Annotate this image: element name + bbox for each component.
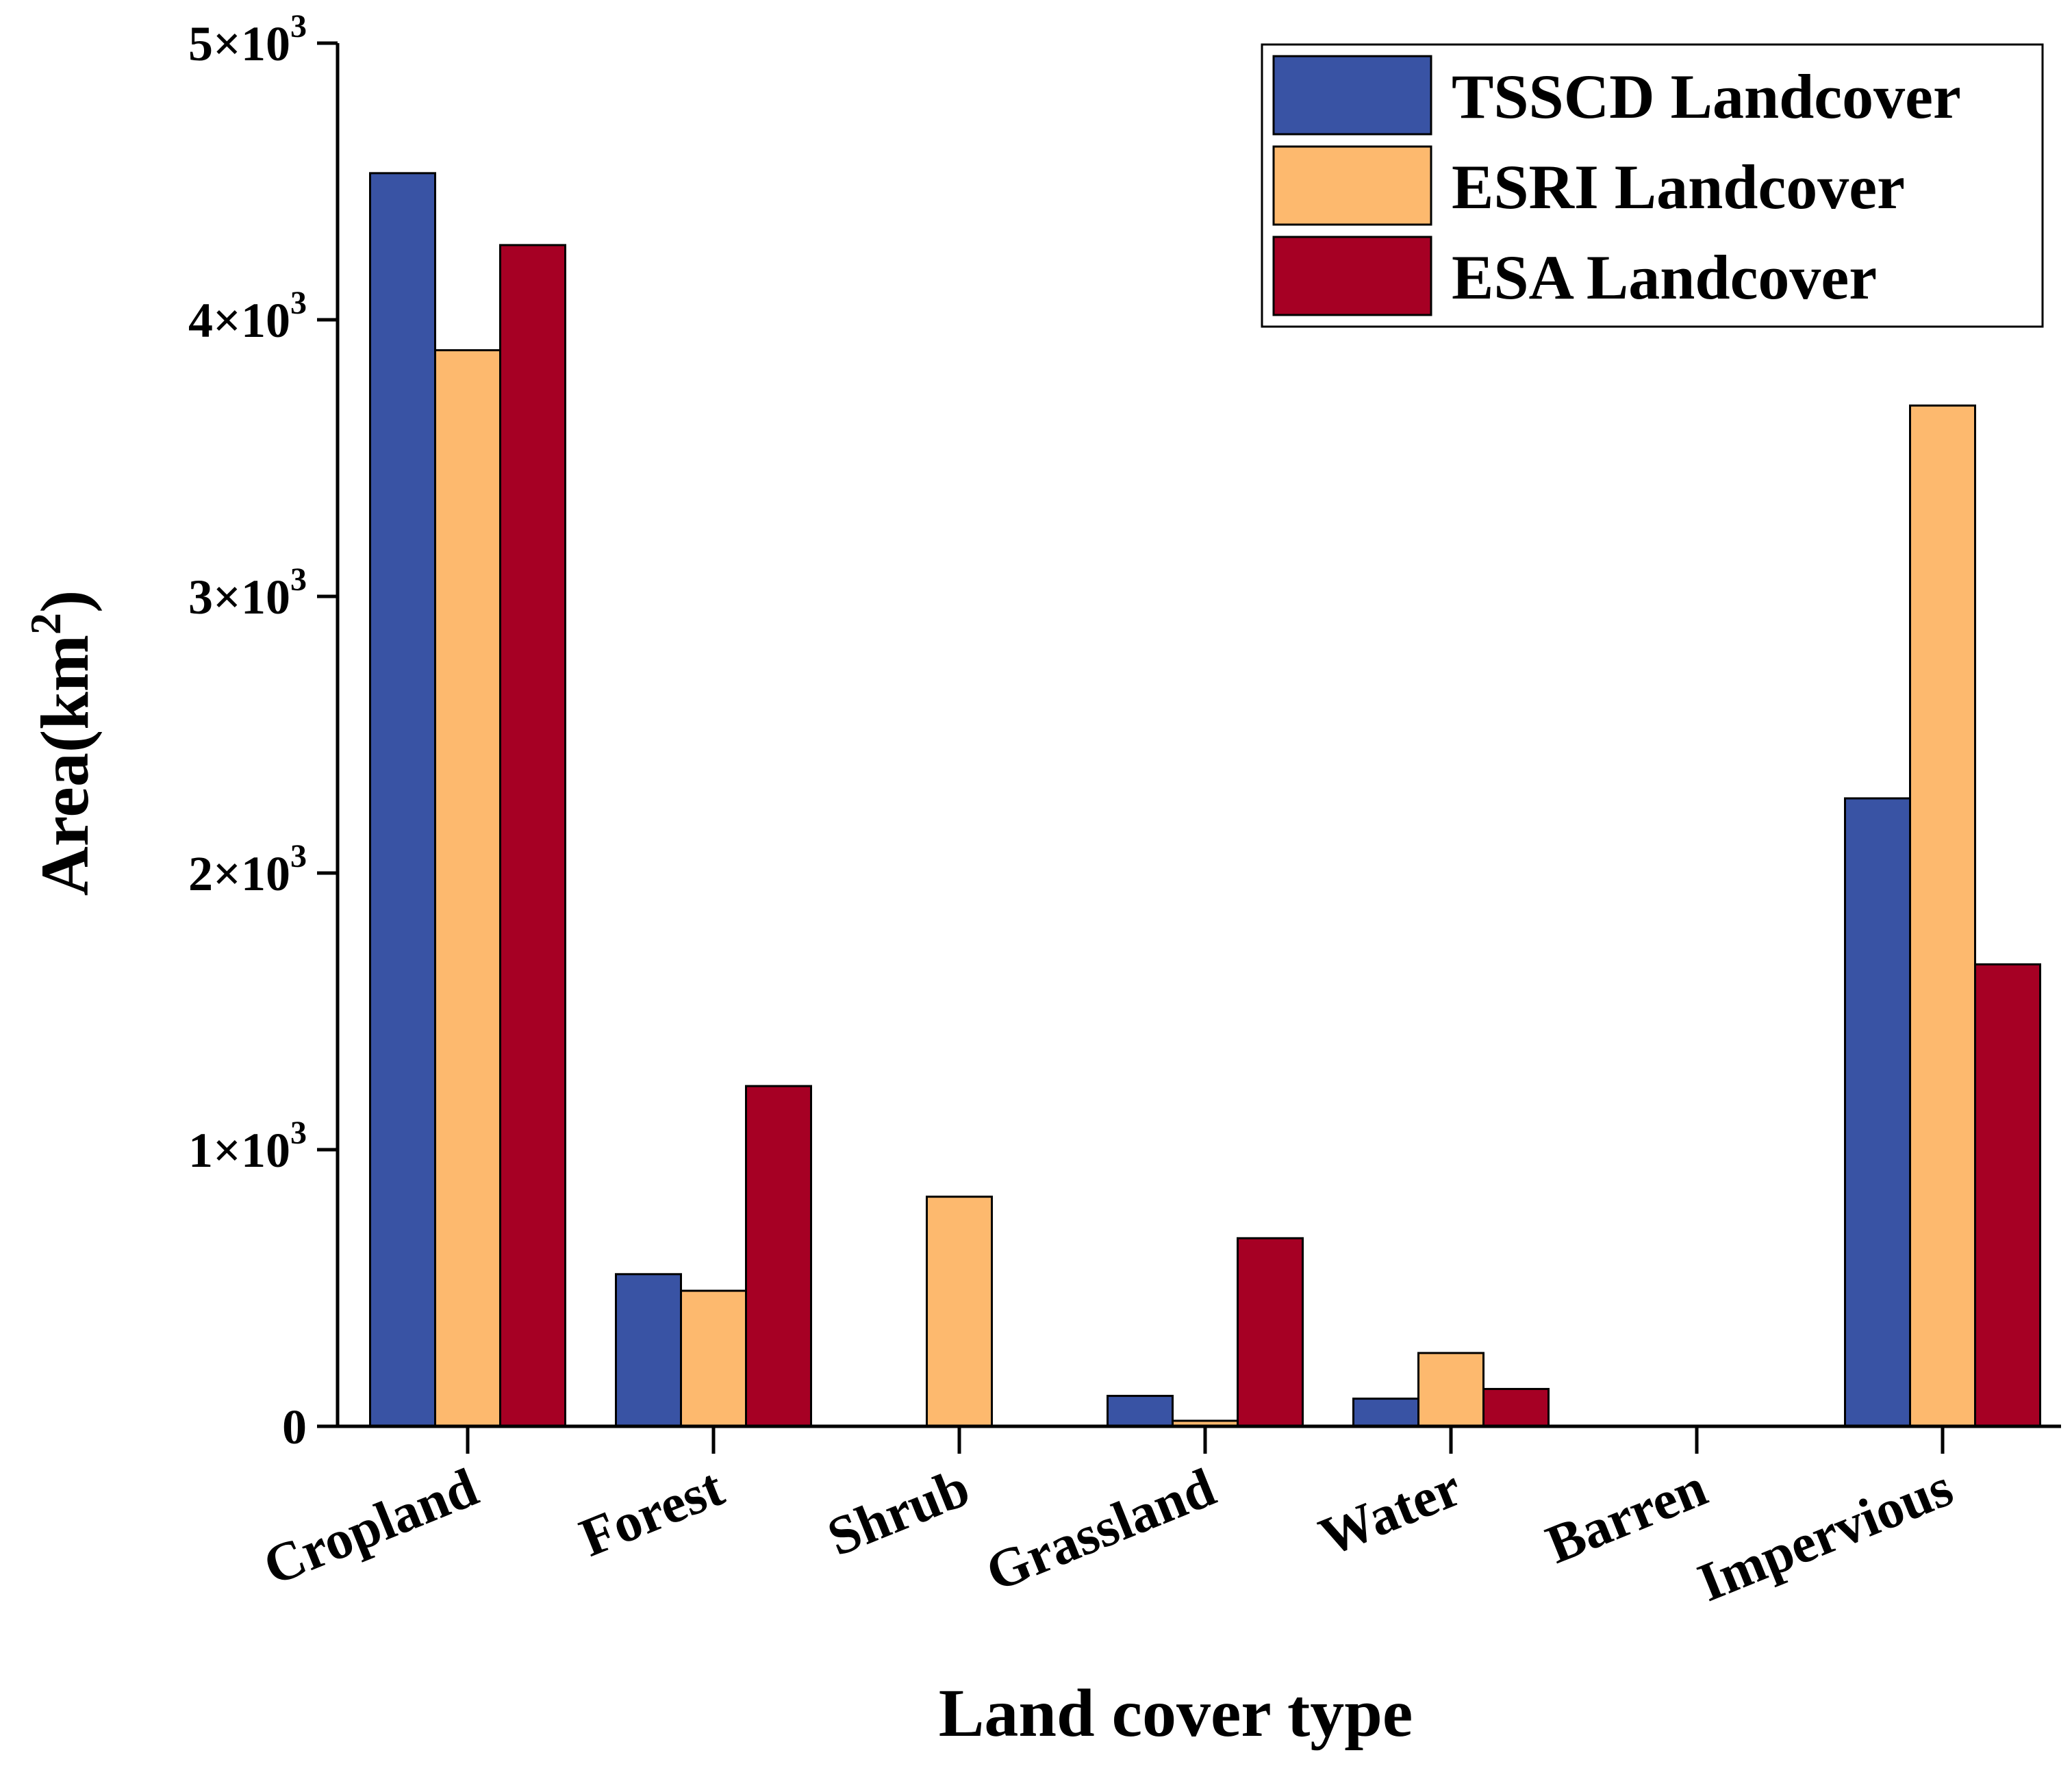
y-tick-label: 4×103 — [188, 285, 307, 348]
bar-water-esa — [1482, 1387, 1550, 1428]
legend-label-tsscd: TSSCD Landcover — [1452, 62, 1961, 131]
bar-water-esri — [1417, 1352, 1484, 1428]
bar-forest-esri — [680, 1289, 747, 1428]
y-tick-label: 2×103 — [188, 838, 307, 901]
bar-impervious-esa — [1974, 963, 2041, 1428]
y-tick-label: 1×103 — [188, 1115, 307, 1178]
x-tick-label-forest: Forest — [572, 1457, 732, 1569]
x-tick-label-barren: Barren — [1539, 1457, 1715, 1576]
x-tick-label-grassland: Grassland — [978, 1457, 1224, 1603]
y-axis-title: Area(km2) — [21, 590, 103, 896]
bar-shrub-esri — [926, 1196, 993, 1428]
x-tick-label-shrub: Shrub — [820, 1457, 978, 1568]
bar-impervious-esri — [1909, 404, 1976, 1428]
bar-water-tsscd — [1352, 1398, 1419, 1428]
bars-layer — [369, 172, 2041, 1428]
y-tick-label: 5×103 — [188, 8, 307, 71]
legend-label-esa: ESA Landcover — [1452, 242, 1877, 312]
y-tick-label: 3×103 — [188, 561, 307, 624]
x-tick-label-water: Water — [1311, 1457, 1469, 1567]
bar-impervious-tsscd — [1844, 797, 1911, 1428]
bar-cropland-esri — [434, 349, 501, 1428]
bar-grassland-tsscd — [1107, 1395, 1174, 1428]
bar-forest-tsscd — [615, 1273, 682, 1428]
legend-swatch-esa — [1272, 236, 1432, 316]
bar-cropland-esa — [499, 244, 566, 1428]
y-tick-label: 0 — [282, 1400, 307, 1454]
bar-cropland-tsscd — [369, 172, 436, 1428]
legend-swatch-tsscd — [1272, 55, 1432, 136]
x-axis-title: Land cover type — [939, 1675, 1413, 1751]
bar-grassland-esa — [1237, 1237, 1304, 1428]
x-tick-label-cropland: Cropland — [255, 1457, 486, 1597]
x-tick-label-impervious: Impervious — [1690, 1457, 1961, 1613]
legend-label-esri: ESRI Landcover — [1452, 152, 1905, 222]
legend: TSSCD Landcover ESRI Landcover ESA Landcov… — [1261, 43, 2044, 328]
legend-swatch-esri — [1272, 145, 1432, 226]
bar-forest-esa — [745, 1085, 812, 1428]
